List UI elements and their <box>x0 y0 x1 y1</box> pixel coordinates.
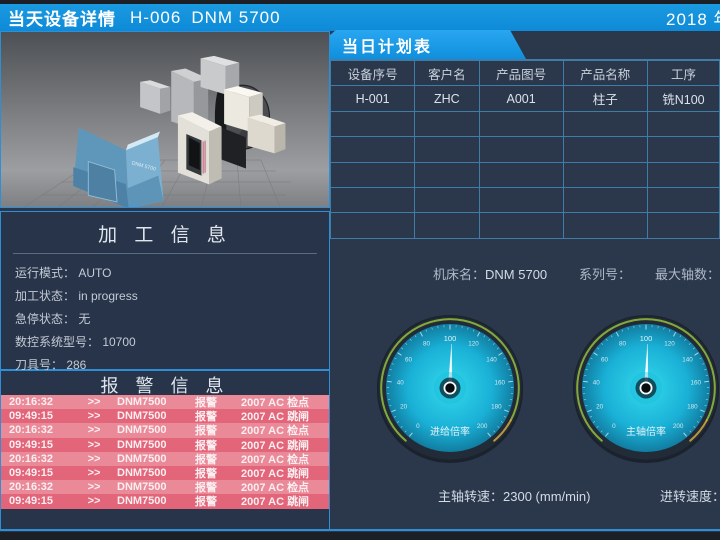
svg-text:60: 60 <box>601 357 609 364</box>
svg-text:200: 200 <box>477 423 488 430</box>
svg-text:100: 100 <box>444 334 457 343</box>
svg-text:主轴倍率: 主轴倍率 <box>626 425 666 438</box>
svg-text:100: 100 <box>640 334 653 343</box>
svg-text:180: 180 <box>491 403 502 410</box>
svg-text:40: 40 <box>397 379 405 386</box>
svg-text:0: 0 <box>612 423 616 430</box>
svg-text:120: 120 <box>468 341 479 348</box>
svg-text:0: 0 <box>416 423 420 430</box>
svg-text:140: 140 <box>682 357 693 364</box>
svg-text:140: 140 <box>486 357 497 364</box>
svg-text:20: 20 <box>400 403 408 410</box>
svg-text:60: 60 <box>405 357 413 364</box>
svg-text:180: 180 <box>687 403 698 410</box>
svg-text:160: 160 <box>690 379 701 386</box>
svg-text:160: 160 <box>494 379 505 386</box>
svg-text:40: 40 <box>593 379 601 386</box>
svg-text:20: 20 <box>596 403 604 410</box>
svg-text:80: 80 <box>423 341 431 348</box>
svg-text:进给倍率: 进给倍率 <box>430 425 470 438</box>
svg-text:80: 80 <box>619 341 627 348</box>
svg-text:200: 200 <box>673 423 684 430</box>
svg-text:120: 120 <box>664 341 675 348</box>
